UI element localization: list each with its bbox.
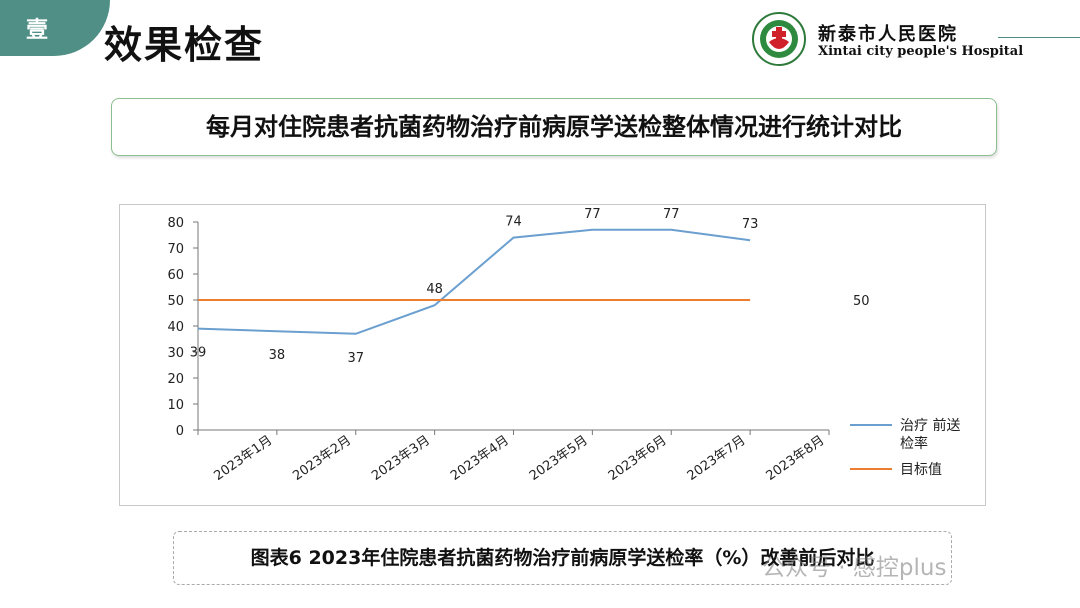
header-rule (998, 37, 1080, 38)
data-label: 77 (584, 207, 601, 222)
data-label: 38 (269, 348, 286, 363)
chart-frame: 0 10 20 30 40 50 60 70 80 2023年1月 2023年2月 2023年3月 20… (119, 204, 986, 506)
y-tick-label: 10 (167, 398, 184, 413)
subtitle-box: 每月对住院患者抗菌药物治疗前病原学送检整体情况进行统计对比 (111, 98, 997, 156)
subtitle-text: 每月对住院患者抗菌药物治疗前病原学送检整体情况进行统计对比 (206, 113, 902, 141)
legend-label-target: 目标值 (900, 462, 942, 478)
hospital-logo (752, 12, 806, 66)
data-label: 77 (663, 207, 680, 222)
section-tab-label: 壹 (26, 18, 49, 43)
y-tick-label: 70 (167, 242, 184, 257)
legend-label-rate: 检率 (900, 435, 928, 452)
data-label: 37 (347, 351, 364, 366)
x-tick-label: 2023年5月 (527, 433, 591, 484)
x-tick-label: 2023年6月 (606, 433, 670, 484)
y-tick-label: 80 (167, 216, 184, 231)
x-tick-label: 2023年2月 (290, 433, 354, 484)
data-label: 48 (426, 282, 443, 297)
legend-label-rate: 治疗 前送 (900, 417, 960, 434)
page-title: 效果检查 (104, 23, 265, 67)
line-chart: 0 10 20 30 40 50 60 70 80 2023年1月 2023年2月 2023年3月 20… (167, 207, 960, 484)
data-label: 50 (853, 294, 870, 309)
y-tick-label: 30 (167, 346, 184, 361)
caption-text: 图表6 2023年住院患者抗菌药物治疗前病原学送检率（%）改善前后对比 (250, 547, 875, 569)
data-label: 74 (505, 215, 522, 230)
x-tick-label: 2023年7月 (685, 433, 749, 484)
watermark: 公众号 · 感控plus (762, 555, 947, 581)
x-tick-label: 2023年8月 (764, 433, 828, 484)
y-tick-label: 40 (167, 320, 184, 335)
section-tab: 壹 (0, 0, 110, 56)
data-label: 73 (742, 217, 759, 232)
series-line-rate (197, 228, 751, 335)
hospital-name: 新泰市人民医院 (818, 24, 958, 45)
hospital-name-en: Xintai city people's Hospital (818, 44, 1024, 59)
y-tick-label: 20 (167, 372, 184, 387)
caption-box: 图表6 2023年住院患者抗菌药物治疗前病原学送检率（%）改善前后对比 (173, 531, 952, 585)
x-tick-label: 2023年1月 (211, 433, 275, 484)
data-label: 39 (190, 346, 207, 361)
y-tick-label: 60 (167, 268, 184, 283)
x-tick-label: 2023年3月 (369, 433, 433, 484)
y-tick-label: 0 (176, 424, 184, 439)
y-tick-label: 50 (167, 294, 184, 309)
x-tick-label: 2023年4月 (448, 433, 512, 484)
